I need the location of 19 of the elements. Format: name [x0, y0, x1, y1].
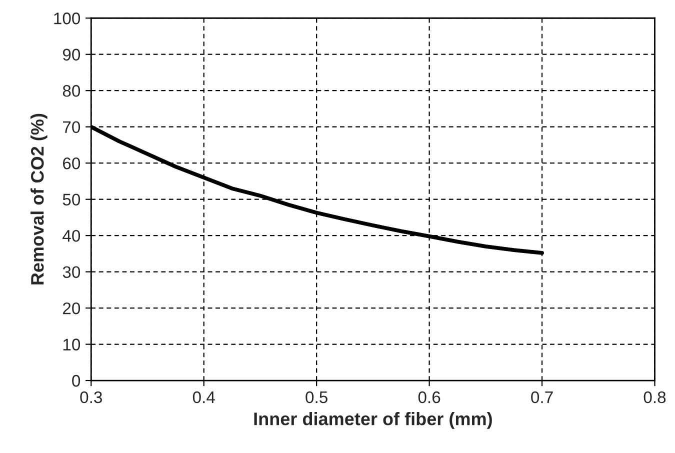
x-tick-label: 0.6 [418, 391, 440, 404]
x-tick-label: 0.5 [306, 391, 328, 404]
y-tick-label: 80 [62, 85, 80, 97]
y-tick-label: 20 [63, 302, 80, 314]
x-axis-title: Inner diameter of fiber (mm) [254, 412, 492, 429]
y-tick-label: 90 [62, 48, 80, 61]
x-tick-label: 0.3 [80, 391, 102, 404]
y-tick-label: 100 [54, 12, 80, 24]
y-tick-label: 10 [63, 338, 80, 350]
y-tick-label: 60 [63, 157, 80, 170]
x-tick-label: 0.8 [644, 391, 666, 404]
y-tick-label: 0 [72, 374, 80, 387]
y-tick-label: 30 [62, 266, 80, 278]
y-axis-title: Removal of CO2 (%) [30, 114, 48, 284]
y-tick-label: 70 [63, 121, 80, 134]
y-tick-label: 50 [62, 194, 80, 206]
x-tick-label: 0.7 [531, 391, 553, 404]
y-tick-label: 40 [62, 230, 80, 242]
x-tick-label: 0.4 [192, 391, 215, 404]
